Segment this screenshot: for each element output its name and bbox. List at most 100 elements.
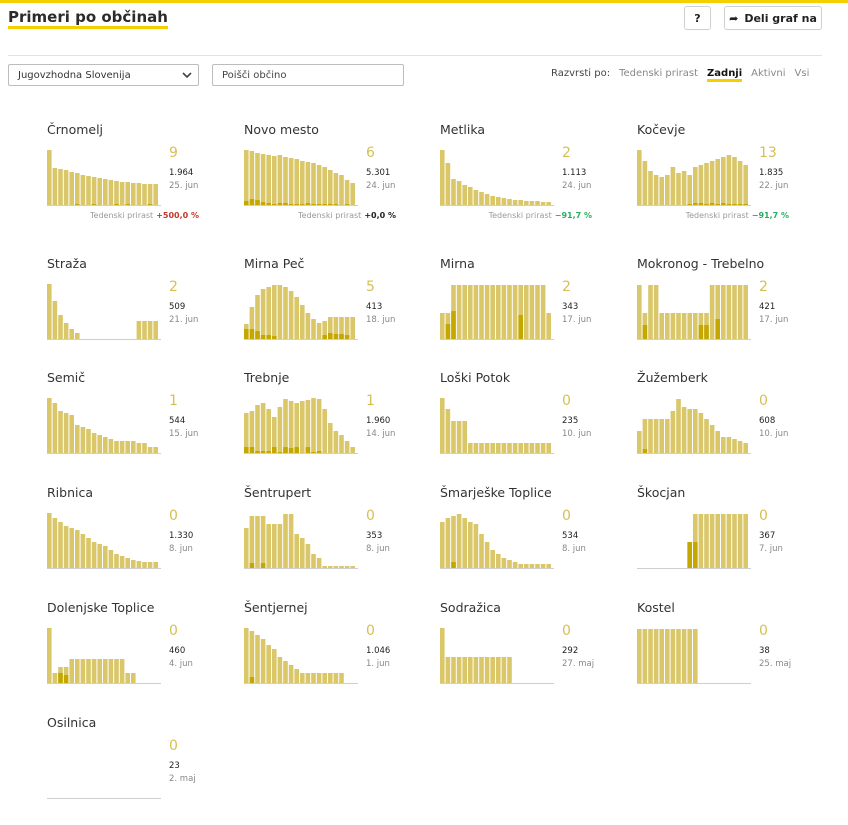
municipality-name: Mirna — [440, 256, 475, 271]
bar — [272, 285, 277, 339]
municipality-card[interactable]: Loški Potok 0 235 10. jun — [440, 370, 630, 480]
bar — [272, 524, 277, 568]
total-count: 460 — [169, 646, 186, 656]
bar — [63, 526, 69, 568]
bar — [484, 657, 490, 683]
bar-active — [244, 201, 249, 205]
sparkline-chart — [47, 798, 161, 799]
bar — [468, 522, 473, 568]
last-date: 22. jun — [759, 181, 789, 191]
bar-active — [743, 204, 748, 205]
municipality-card[interactable]: Žužemberk 0 608 10. jun — [637, 370, 827, 480]
bar — [676, 313, 681, 339]
municipality-card[interactable]: Šentjernej 0 1.046 1. jun — [244, 600, 434, 710]
bar-active — [255, 331, 260, 339]
bar — [108, 550, 114, 568]
sort-option-latest[interactable]: Zadnji — [707, 68, 743, 82]
bar — [283, 287, 288, 339]
municipality-card[interactable]: Ribnica 0 1.330 8. jun — [47, 485, 237, 595]
current-count: 0 — [562, 508, 571, 524]
share-button[interactable]: ➦ Deli graf na — [724, 6, 822, 30]
municipality-card[interactable]: Kostel 0 38 25. maj — [637, 600, 827, 710]
municipality-card[interactable]: Črnomelj 9 1.964 25. jun Tedenski prirast +50… — [47, 122, 237, 232]
sort-option-active[interactable]: Aktivni — [751, 68, 786, 79]
bar — [103, 659, 108, 683]
total-count: 353 — [366, 531, 383, 541]
sparkline-chart — [637, 399, 751, 454]
bar — [665, 419, 670, 453]
help-button[interactable]: ? — [684, 6, 711, 30]
bar — [743, 443, 748, 453]
municipality-card[interactable]: Šentrupert 0 353 8. jun — [244, 485, 434, 595]
municipality-name: Črnomelj — [47, 122, 104, 137]
municipality-card[interactable]: Sodražica 0 292 27. maj — [440, 600, 630, 710]
municipality-name: Kočevje — [637, 122, 686, 137]
municipality-card[interactable]: Dolenjske Toplice 0 460 4. jun — [47, 600, 237, 710]
bar — [69, 172, 74, 205]
bar — [681, 313, 687, 339]
total-count: 608 — [759, 416, 776, 426]
bar — [333, 173, 339, 205]
municipality-card[interactable]: Trebnje 1 1.960 14. jun — [244, 370, 434, 480]
bar — [637, 150, 642, 205]
bar — [131, 183, 136, 205]
bar — [136, 561, 142, 568]
municipality-card[interactable]: Mirna 2 343 17. jun — [440, 256, 630, 366]
region-select[interactable]: Jugovzhodna Slovenija — [8, 64, 199, 86]
bar — [249, 307, 255, 339]
bar — [440, 150, 445, 205]
sparkline-chart — [440, 628, 554, 684]
municipality-name: Trebnje — [244, 370, 290, 385]
sort-option-weekly-growth[interactable]: Tedenski prirast — [619, 68, 699, 79]
bar — [648, 629, 653, 683]
current-count: 6 — [366, 145, 375, 161]
municipality-card[interactable]: Metlika 2 1.113 24. jun Tedenski prirast −91,… — [440, 122, 630, 232]
bar — [648, 285, 653, 339]
bar — [737, 161, 743, 205]
weekly-growth-value: +500,0 % — [156, 211, 199, 220]
bar — [266, 409, 271, 453]
last-date: 1. jun — [366, 659, 390, 669]
bar — [266, 524, 271, 568]
bar — [316, 323, 322, 339]
bar-active — [244, 447, 249, 453]
bar — [490, 550, 495, 568]
bar — [86, 176, 91, 205]
bar — [642, 629, 648, 683]
bar — [69, 415, 74, 453]
sort-option-all[interactable]: Vsi — [794, 68, 810, 79]
bar-active — [305, 447, 311, 453]
bar — [344, 441, 350, 453]
municipality-search-input[interactable]: Poišči občino — [212, 64, 404, 86]
municipality-card[interactable]: Novo mesto 6 5.301 24. jun Tedenski prirast +… — [244, 122, 434, 232]
bar — [244, 413, 249, 453]
bar — [47, 628, 52, 683]
municipality-card[interactable]: Osilnica 0 23 2. maj — [47, 715, 237, 825]
bar — [63, 323, 69, 339]
municipality-card[interactable]: Šmarješke Toplice 0 534 8. jun — [440, 485, 630, 595]
bar — [518, 564, 523, 568]
sparkline-chart — [440, 514, 554, 569]
weekly-growth: Tedenski prirast +0,0 % — [244, 211, 396, 220]
last-date: 10. jun — [759, 429, 789, 439]
sparkline-chart — [637, 285, 751, 340]
municipality-card[interactable]: Mokronog - Trebelno 2 421 17. jun — [637, 256, 827, 366]
bar — [294, 534, 299, 568]
municipality-card[interactable]: Kočevje 13 1.835 22. jun Tedenski prirast −91… — [637, 122, 827, 232]
bar — [721, 437, 726, 453]
bar — [244, 628, 249, 683]
bar-active — [518, 315, 523, 339]
municipality-card[interactable]: Straža 2 509 21. jun — [47, 256, 237, 366]
bar — [524, 285, 529, 339]
bar — [63, 170, 69, 205]
bar — [153, 447, 158, 453]
bar — [709, 285, 715, 339]
bar — [698, 514, 704, 568]
bar — [311, 554, 316, 568]
bar — [732, 514, 737, 568]
current-count: 0 — [169, 508, 178, 524]
municipality-card[interactable]: Škocjan 0 367 7. jun — [637, 485, 827, 595]
municipality-card[interactable]: Mirna Peč 5 413 18. jun — [244, 256, 434, 366]
bar-active — [715, 319, 720, 339]
municipality-card[interactable]: Semič 1 544 15. jun — [47, 370, 237, 480]
